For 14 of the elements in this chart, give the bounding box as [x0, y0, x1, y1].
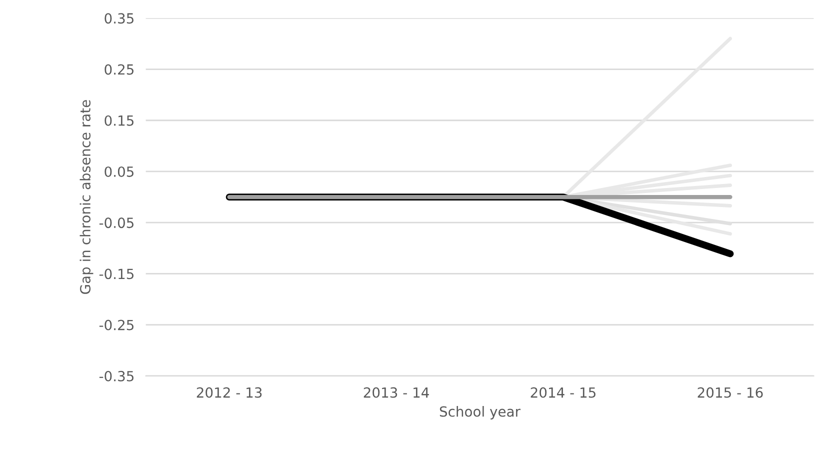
x-tick-label: 2015 - 16 — [698, 387, 763, 398]
y-tick-label: 0.05 — [104, 166, 134, 177]
y-axis-title: Gap in chronic absence rate — [80, 100, 94, 294]
y-tick-label: -0.35 — [99, 370, 134, 382]
y-tick-label: 0.35 — [104, 13, 134, 24]
y-tick-label: -0.15 — [99, 268, 134, 280]
y-tick-label: 0.25 — [104, 64, 134, 75]
x-axis-title: School year — [440, 406, 521, 420]
x-tick-label: 2012 - 13 — [196, 387, 262, 398]
y-tick-label: 0.15 — [104, 115, 134, 126]
y-tick-label: -0.25 — [99, 320, 134, 330]
x-tick-label: 2014 - 15 — [530, 387, 596, 398]
x-tick-label: 2013 - 14 — [364, 387, 429, 398]
y-tick-label: -0.05 — [99, 218, 134, 228]
